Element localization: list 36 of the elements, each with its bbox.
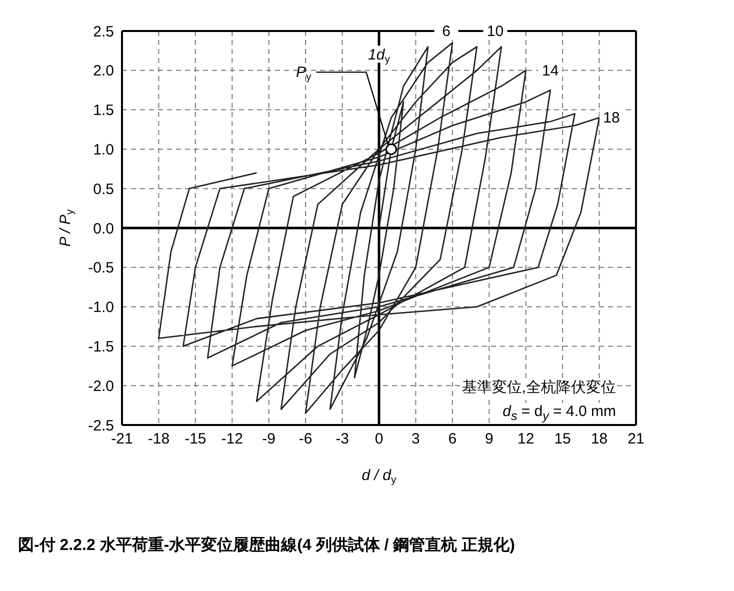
x-tick-label: -9 (262, 430, 276, 448)
annotation: 18 (603, 110, 620, 127)
x-axis-title: d / d$_{y}$ (362, 467, 397, 486)
annotation: P$_{y}$ (296, 64, 312, 84)
y-tick-label: 1.0 (93, 142, 114, 159)
text: 図-付 2.2.2 水平荷重-水平変位履歴曲線(4 列供試体 / 鋼管直杭 正規化) (18, 535, 516, 556)
annotation: 1d$_{y}$ (368, 46, 391, 66)
y-tick-label: 2.5 (93, 23, 114, 40)
annotation: 14 (542, 62, 559, 80)
x-tick-label: 15 (554, 430, 571, 448)
y-tick-label: 0.0 (93, 220, 114, 238)
x-tick-label: -3 (336, 430, 349, 448)
annotation: d$_{s}$ = d$_{y}$ = 4.0 mm (502, 403, 616, 423)
y-tick-label: 0.5 (93, 180, 114, 198)
x-tick-label: -21 (111, 430, 133, 448)
y-tick-label: -2.5 (88, 417, 114, 434)
x-tick-label: -15 (184, 430, 206, 448)
x-tick-label: 12 (518, 430, 534, 448)
x-tick-label: 18 (590, 430, 608, 448)
y-tick-label: -2.0 (88, 378, 114, 395)
y-tick-label: 2.0 (93, 62, 114, 80)
annotation: 10 (486, 23, 504, 40)
y-tick-label: -1.5 (88, 338, 114, 356)
y-tick-label: -0.5 (88, 260, 114, 277)
x-tick-label: -12 (221, 430, 243, 448)
x-tick-label: 3 (412, 430, 420, 448)
annotation: 基準変位,全杭降伏変位 (462, 378, 616, 397)
x-tick-label: -18 (148, 430, 170, 448)
x-tick-label: 6 (448, 430, 457, 448)
y-tick-label: 1.5 (93, 102, 114, 120)
x-tick-label: 0 (374, 430, 384, 448)
x-tick-label: -6 (298, 430, 312, 448)
annotation: 6 (442, 23, 450, 40)
y-tick-label: -1.0 (88, 299, 114, 316)
x-tick-label: 9 (484, 430, 494, 448)
x-tick-label: 21 (628, 430, 644, 448)
